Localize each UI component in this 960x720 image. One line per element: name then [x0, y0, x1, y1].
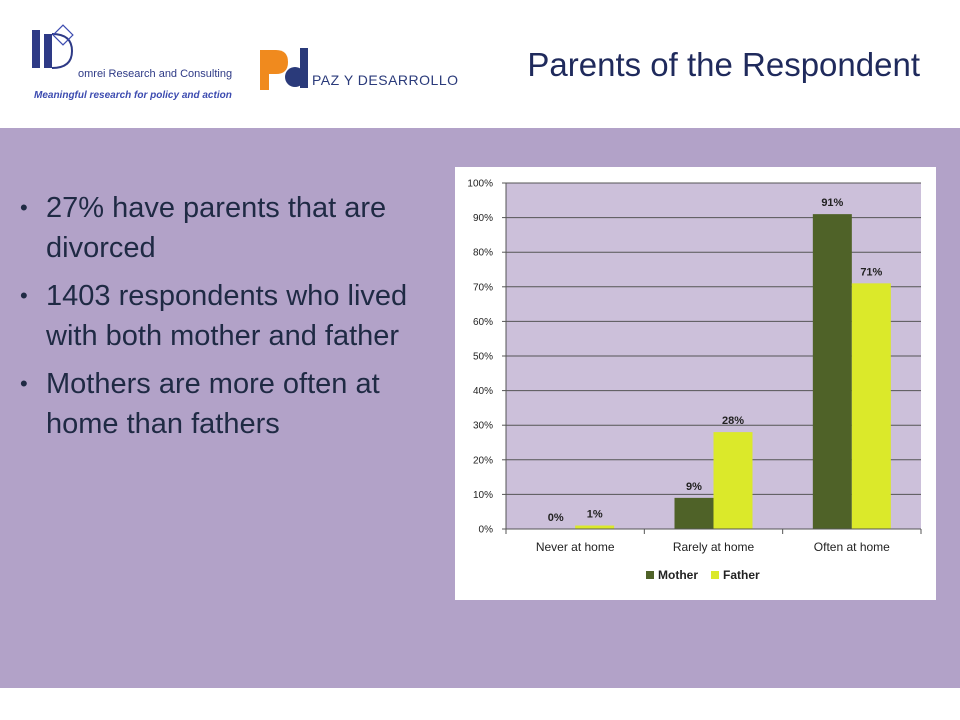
y-tick-label: 80% [473, 248, 493, 259]
bullet-text: 1403 respondents who lived with both mot… [46, 280, 408, 352]
bar-mother [674, 497, 714, 529]
paz-y-desarrollo-logo-mark [260, 48, 308, 90]
data-label: 1% [587, 509, 603, 521]
bullet-list: • 27% have parents that are divorced • 140… [20, 188, 440, 452]
y-tick-label: 40% [473, 386, 493, 397]
bullet-item: • 27% have parents that are divorced [20, 188, 440, 268]
domrei-logo: omrei Research and Consulting Meaningful… [28, 24, 258, 101]
domrei-logo-name: omrei Research and Consulting [78, 68, 233, 80]
paz-y-desarrollo-text: PAZ Y DESARROLLO [312, 72, 459, 88]
bullet-item: • Mothers are more often at home than fat… [20, 364, 440, 444]
bar-father [851, 283, 891, 529]
paz-y-desarrollo-logo: PAZ Y DESARROLLO [258, 46, 468, 94]
bullet-text: Mothers are more often at home than fath… [46, 368, 380, 440]
data-label: 0% [548, 512, 564, 524]
legend-label: Mother [658, 568, 698, 582]
bar-mother [812, 214, 852, 529]
bullet-dot-icon: • [20, 371, 28, 396]
bullet-dot-icon: • [20, 283, 28, 308]
x-category-label: Often at home [814, 540, 890, 554]
y-tick-label: 100% [467, 179, 493, 190]
bar-chart: 0% 10% 20% 30% 40% 50% 60% 70% 80% 90% 100% 0% 1% Nev… [455, 167, 936, 600]
slide-title: Parents of the Respondent [527, 46, 920, 83]
y-tick-label: 20% [473, 455, 493, 466]
data-label: 28% [722, 415, 744, 427]
bullet-dot-icon: • [20, 195, 28, 220]
y-tick-label: 60% [473, 317, 493, 328]
y-tick-label: 90% [473, 213, 493, 224]
y-tick-label: 0% [479, 525, 494, 536]
x-category-label: Rarely at home [673, 540, 755, 554]
legend-swatch-father [711, 571, 719, 579]
y-tick-label: 70% [473, 282, 493, 293]
x-category-label: Never at home [536, 540, 615, 554]
legend-swatch-mother [646, 571, 654, 579]
y-tick-label: 10% [473, 490, 493, 501]
legend-label: Father [723, 568, 760, 582]
bar-father [713, 432, 753, 529]
slide-footer [0, 688, 960, 720]
bullet-item: • 1403 respondents who lived with both mo… [20, 276, 440, 356]
bar-chart-svg: 0% 10% 20% 30% 40% 50% 60% 70% 80% 90% 100% 0% 1% Nev… [467, 179, 922, 582]
domrei-logo-tagline: Meaningful research for policy and actio… [34, 90, 232, 101]
bullet-text: 27% have parents that are divorced [46, 192, 387, 264]
data-label: 71% [860, 266, 882, 278]
data-label: 91% [821, 197, 843, 209]
y-tick-label: 50% [473, 352, 493, 363]
bar-father [575, 525, 615, 529]
data-label: 9% [686, 481, 702, 493]
slide-header: omrei Research and Consulting Meaningful… [0, 0, 960, 128]
y-tick-label: 30% [473, 421, 493, 432]
domrei-logo-mark [32, 24, 74, 69]
